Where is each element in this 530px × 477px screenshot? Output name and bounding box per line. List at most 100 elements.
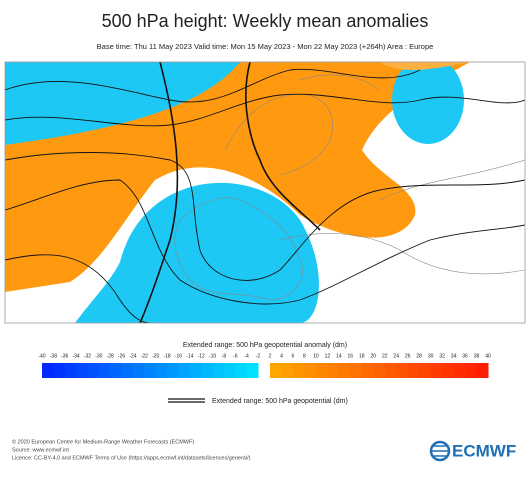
colorbar-tick-label: -40 <box>38 353 45 359</box>
colorbar-segment <box>201 363 214 378</box>
colorbar-tick-label: 38 <box>474 353 480 359</box>
colorbar-tick-label: -6 <box>233 353 238 359</box>
colorbar-label: Extended range: 500 hPa geopotential ano… <box>183 342 347 349</box>
legend-label: Extended range: 500 hPa geopotential (dm… <box>212 398 348 405</box>
colorbar-segment <box>246 363 259 378</box>
colorbar-segment <box>87 363 100 378</box>
colorbar-tick-label: -32 <box>84 353 91 359</box>
colorbar-segment <box>235 363 248 378</box>
colorbar-segment <box>315 363 328 378</box>
colorbar-segment <box>327 363 340 378</box>
colorbar-segment <box>110 363 123 378</box>
colorbar-segment <box>76 363 88 378</box>
colorbar-segment <box>167 363 179 378</box>
colorbar-tick-label: -18 <box>163 353 170 359</box>
colorbar-segment <box>338 363 351 378</box>
colorbar-tick-label: -2 <box>256 353 261 359</box>
colorbar-tick-label: 32 <box>439 353 445 359</box>
colorbar-segment <box>42 363 54 378</box>
colorbar-tick-label: 36 <box>462 353 468 359</box>
colorbar-segment <box>419 363 432 378</box>
colorbar-segment <box>350 363 363 378</box>
colorbar-segment <box>98 363 111 378</box>
colorbar-tick-label: -16 <box>175 353 182 359</box>
colorbar-segment <box>212 363 225 378</box>
colorbar-tick-label: 20 <box>370 353 376 359</box>
colorbar: -40 -38 -36 -34 -32 -30 -28 -26 -24 -22 -20 -18 -16-… <box>38 353 491 378</box>
colorbar-segment <box>53 363 66 378</box>
colorbar-tick-label: 2 <box>269 353 272 359</box>
footer-line: Licence: CC-BY-4.0 and ECMWF Terms of Us… <box>12 455 251 461</box>
logo: ECMWF <box>429 440 516 462</box>
colorbar-segment <box>476 363 489 378</box>
colorbar-tick-label: 40 <box>485 353 491 359</box>
title: 500 hPa height: Weekly mean anomalies <box>102 11 429 31</box>
colorbar-segment <box>64 363 77 378</box>
colorbar-segment <box>223 363 236 378</box>
footer-line: Source: www.ecmwf.int <box>12 447 69 453</box>
colorbar-tick-label: -12 <box>198 353 205 359</box>
map-frame <box>4 61 526 324</box>
colorbar-segment <box>442 363 455 378</box>
colorbar-tick-label: 18 <box>359 353 365 359</box>
colorbar-tick-label: -26 <box>118 353 125 359</box>
colorbar-tick-label: 28 <box>416 353 422 359</box>
map <box>4 61 526 324</box>
colorbar-segment <box>121 363 134 378</box>
footer: © 2020 European Centre for Medium-Range … <box>12 438 251 461</box>
colorbar-tick-label: 34 <box>451 353 457 359</box>
colorbar-tick-label: 26 <box>405 353 411 359</box>
colorbar-tick-label: 30 <box>428 353 434 359</box>
anomaly-positive <box>380 62 470 70</box>
anomaly-negative <box>75 182 319 323</box>
colorbar-segment <box>396 363 409 378</box>
colorbar-tick-label: -24 <box>129 353 136 359</box>
anomaly-negative <box>5 62 245 145</box>
colorbar-tick-label: -4 <box>244 353 249 359</box>
colorbar-segment <box>155 363 168 378</box>
colorbar-tick-label: -38 <box>50 353 57 359</box>
colorbar-segment <box>430 363 443 378</box>
colorbar-tick-label: -8 <box>222 353 227 359</box>
colorbar-tick-label: 16 <box>348 353 354 359</box>
colorbar-segment <box>281 363 294 378</box>
footer-line: © 2020 European Centre for Medium-Range … <box>12 438 194 445</box>
colorbar-segment <box>361 363 374 378</box>
colorbar-segment <box>465 363 478 378</box>
colorbar-segment <box>144 363 157 378</box>
colorbar-tick-label: -34 <box>72 353 79 359</box>
anomaly-positive <box>5 62 470 292</box>
colorbar-tick-label: -20 <box>152 353 159 359</box>
colorbar-segment <box>189 363 202 378</box>
logo-text: ECMWF <box>452 441 516 460</box>
colorbar-tick-label: 4 <box>280 353 283 359</box>
subtitle: Base time: Thu 11 May 2023 Valid time: M… <box>97 42 434 51</box>
colorbar-segment <box>407 363 420 378</box>
colorbar-segment <box>132 363 145 378</box>
colorbar-tick-label: -30 <box>95 353 102 359</box>
colorbar-tick-label: 8 <box>303 353 306 359</box>
colorbar-tick-label: 22 <box>382 353 388 359</box>
colorbar-tick-label: 12 <box>325 353 331 359</box>
colorbar-tick-label: -36 <box>61 353 68 359</box>
colorbar-tick-label: 24 <box>393 353 399 359</box>
colorbar-segment <box>304 363 317 378</box>
colorbar-segment <box>178 363 191 378</box>
coastlines <box>174 74 525 301</box>
anomaly-negative <box>392 62 464 144</box>
colorbar-segment <box>270 363 282 378</box>
colorbar-tick-label: 6 <box>292 353 295 359</box>
colorbar-tick-label: 14 <box>336 353 342 359</box>
contours <box>5 62 525 323</box>
colorbar-segment <box>373 363 386 378</box>
colorbar-segment <box>384 363 397 378</box>
colorbar-tick-label: -22 <box>141 353 148 359</box>
colorbar-tick-label: -14 <box>186 353 193 359</box>
colorbar-tick-label: -10 <box>209 353 216 359</box>
colorbar-segment <box>453 363 466 378</box>
colorbar-segment <box>292 363 305 378</box>
colorbar-tick-label: 10 <box>313 353 319 359</box>
colorbar-tick-label: -28 <box>107 353 114 359</box>
